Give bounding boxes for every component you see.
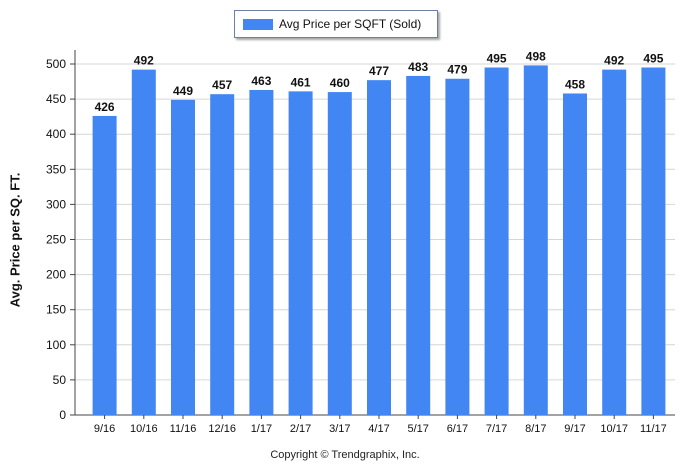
y-tick-label: 150 bbox=[46, 303, 66, 317]
x-tick-label: 12/16 bbox=[208, 423, 236, 435]
bar bbox=[171, 99, 195, 415]
y-tick-label: 50 bbox=[53, 373, 67, 387]
y-axis-label: Avg. Price per SQ. FT. bbox=[7, 172, 23, 308]
x-tick-label: 1/17 bbox=[251, 423, 272, 435]
x-tick-label: 11/17 bbox=[640, 423, 667, 435]
y-tick-label: 200 bbox=[46, 268, 66, 282]
y-tick-label: 350 bbox=[46, 162, 66, 176]
chart-legend: Avg Price per SQFT (Sold) bbox=[234, 10, 438, 38]
x-tick-label: 11/16 bbox=[170, 423, 197, 435]
x-tick-label: 7/17 bbox=[486, 423, 507, 435]
x-tick-label: 6/17 bbox=[447, 423, 468, 435]
x-tick-label: 10/16 bbox=[130, 423, 158, 435]
copyright-text: Copyright © Trendgraphix, Inc. bbox=[270, 449, 420, 461]
x-tick-label: 4/17 bbox=[368, 423, 389, 435]
x-tick-label: 5/17 bbox=[407, 423, 428, 435]
data-label: 460 bbox=[330, 76, 350, 90]
data-label: 449 bbox=[173, 84, 193, 98]
x-tick-label: 3/17 bbox=[329, 423, 350, 435]
y-tick-label: 500 bbox=[46, 57, 66, 71]
x-tick-label: 10/17 bbox=[600, 423, 628, 435]
data-label: 495 bbox=[643, 52, 663, 66]
bar bbox=[602, 69, 627, 415]
legend-label: Avg Price per SQFT (Sold) bbox=[279, 17, 422, 31]
bar bbox=[445, 78, 470, 415]
bar bbox=[523, 65, 548, 416]
x-tick-label: 9/17 bbox=[564, 423, 585, 435]
y-tick-label: 100 bbox=[46, 338, 66, 352]
x-tick-label: 8/17 bbox=[525, 423, 546, 435]
legend-swatch bbox=[243, 19, 273, 30]
x-tick-label: 9/16 bbox=[94, 423, 115, 435]
bar bbox=[131, 69, 156, 415]
data-label: 479 bbox=[447, 63, 467, 77]
data-label: 492 bbox=[604, 54, 624, 68]
bar bbox=[406, 75, 431, 416]
data-label: 426 bbox=[95, 100, 115, 114]
y-tick-label: 400 bbox=[46, 127, 66, 141]
data-label: 483 bbox=[408, 60, 428, 74]
bar bbox=[288, 91, 313, 416]
data-label: 458 bbox=[565, 77, 585, 91]
bar bbox=[249, 89, 274, 415]
data-label: 495 bbox=[487, 52, 507, 66]
data-label: 498 bbox=[526, 49, 546, 63]
bar bbox=[92, 115, 117, 415]
bar bbox=[563, 93, 587, 415]
y-tick-label: 450 bbox=[46, 92, 66, 106]
y-tick-label: 250 bbox=[46, 233, 66, 247]
data-label: 477 bbox=[369, 64, 389, 78]
bar bbox=[327, 92, 352, 415]
bar bbox=[641, 67, 666, 415]
bar bbox=[484, 67, 509, 415]
data-label: 457 bbox=[212, 78, 232, 92]
data-label: 463 bbox=[251, 74, 271, 88]
bar bbox=[210, 94, 235, 415]
data-label: 461 bbox=[291, 75, 311, 89]
data-label: 492 bbox=[134, 54, 154, 68]
bar bbox=[367, 80, 391, 416]
y-tick-label: 300 bbox=[46, 197, 66, 211]
y-tick-label: 0 bbox=[59, 408, 66, 422]
x-tick-label: 2/17 bbox=[290, 423, 311, 435]
